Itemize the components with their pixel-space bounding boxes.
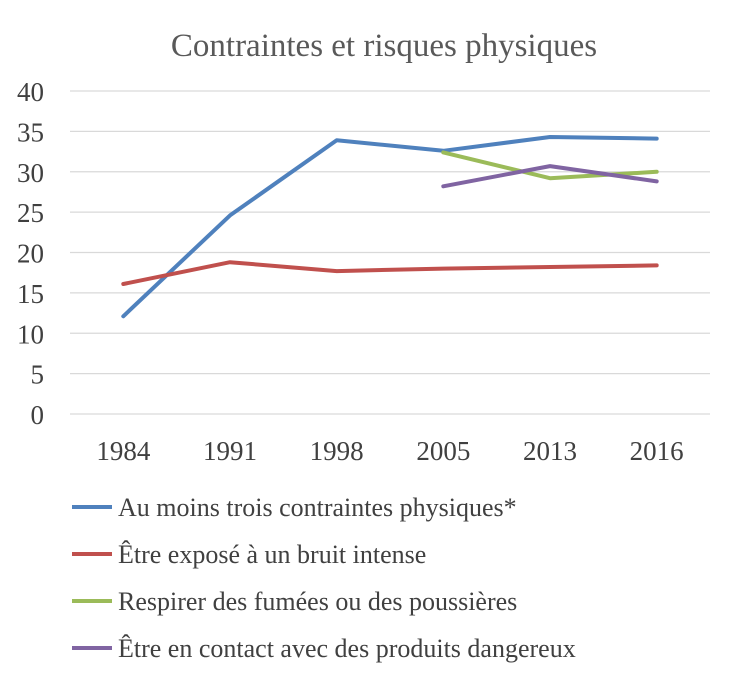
x-tick-label: 2013	[523, 436, 577, 466]
x-tick-label: 1991	[203, 436, 257, 466]
x-tick-label: 1998	[310, 436, 364, 466]
x-tick-label: 1984	[96, 436, 151, 466]
y-tick-label: 20	[17, 239, 44, 269]
y-tick-label: 15	[17, 279, 44, 309]
y-tick-label: 10	[17, 319, 44, 349]
y-tick-label: 35	[17, 117, 44, 147]
y-tick-label: 30	[17, 158, 44, 188]
legend: Au moins trois contraintes physiques* Êtr…	[72, 493, 576, 663]
chart-title: Contraintes et risques physiques	[171, 28, 597, 64]
y-tick-label: 25	[17, 198, 44, 228]
y-axis-ticks: 0 5 10 15 20 25 30 35 40	[17, 77, 44, 430]
y-tick-label: 0	[31, 400, 45, 430]
series-line-3	[441, 150, 659, 181]
legend-label: Au moins trois contraintes physiques*	[118, 493, 517, 522]
series-line-2	[121, 260, 659, 286]
y-tick-label: 40	[17, 77, 44, 107]
x-tick-label: 2016	[630, 436, 684, 466]
x-axis-ticks: 1984 1991 1998 2005 2013 2016	[96, 436, 683, 466]
x-tick-label: 2005	[416, 436, 470, 466]
legend-label: Respirer des fumées ou des poussières	[118, 587, 517, 616]
legend-label: Être en contact avec des produits danger…	[118, 634, 576, 663]
series-lines	[121, 135, 659, 319]
series-line-1	[121, 135, 659, 319]
legend-label: Être exposé à un bruit intense	[118, 540, 426, 569]
y-tick-label: 5	[31, 360, 45, 390]
gridlines	[70, 90, 710, 415]
